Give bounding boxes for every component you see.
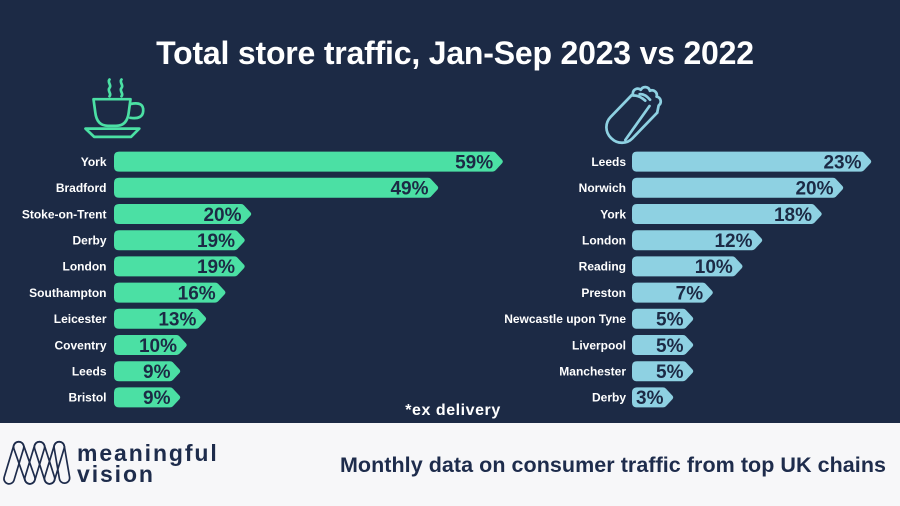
svg-text:13%: 13%	[158, 310, 196, 331]
svg-text:Leicester: Leicester	[54, 312, 107, 326]
svg-text:Norwich: Norwich	[579, 181, 626, 195]
svg-text:12%: 12%	[714, 231, 752, 252]
svg-text:London: London	[582, 234, 626, 248]
svg-text:19%: 19%	[197, 231, 235, 252]
svg-text:5%: 5%	[656, 336, 684, 357]
svg-text:Bradford: Bradford	[56, 181, 107, 195]
svg-text:23%: 23%	[823, 152, 861, 173]
svg-text:Preston: Preston	[581, 286, 626, 300]
svg-text:59%: 59%	[455, 152, 493, 173]
svg-text:Bristol: Bristol	[68, 391, 106, 405]
svg-text:Southampton: Southampton	[29, 286, 106, 300]
svg-text:19%: 19%	[197, 257, 235, 278]
svg-text:vision: vision	[77, 461, 155, 487]
svg-text:Reading: Reading	[579, 260, 626, 274]
svg-text:Monthly data on consumer traff: Monthly data on consumer traffic from to…	[340, 453, 886, 477]
svg-text:Derby: Derby	[72, 234, 106, 248]
svg-text:York: York	[81, 155, 107, 169]
svg-text:3%: 3%	[636, 388, 664, 409]
svg-text:Total store traffic, Jan-Sep 2: Total store traffic, Jan-Sep 2023 vs 202…	[156, 35, 754, 71]
svg-text:16%: 16%	[178, 283, 216, 304]
svg-text:20%: 20%	[203, 205, 241, 226]
svg-text:Coventry: Coventry	[54, 338, 106, 352]
svg-text:49%: 49%	[390, 179, 428, 200]
svg-text:Stoke-on-Trent: Stoke-on-Trent	[22, 207, 107, 221]
svg-text:Derby: Derby	[592, 391, 626, 405]
svg-text:Newcastle upon Tyne: Newcastle upon Tyne	[504, 312, 626, 326]
svg-text:5%: 5%	[656, 362, 684, 383]
svg-text:9%: 9%	[143, 388, 171, 409]
svg-text:5%: 5%	[656, 310, 684, 331]
svg-text:meaningful: meaningful	[77, 440, 219, 466]
svg-text:20%: 20%	[795, 179, 833, 200]
svg-text:Manchester: Manchester	[559, 365, 626, 379]
svg-text:10%: 10%	[695, 257, 733, 278]
svg-text:18%: 18%	[774, 205, 812, 226]
svg-text:7%: 7%	[676, 283, 704, 304]
svg-text:London: London	[63, 260, 107, 274]
svg-text:Liverpool: Liverpool	[572, 338, 626, 352]
svg-text:Leeds: Leeds	[72, 365, 107, 379]
svg-text:9%: 9%	[143, 362, 171, 383]
svg-text:10%: 10%	[139, 336, 177, 357]
svg-text:York: York	[600, 207, 626, 221]
svg-text:*ex delivery: *ex delivery	[405, 402, 501, 419]
svg-text:Leeds: Leeds	[591, 155, 626, 169]
